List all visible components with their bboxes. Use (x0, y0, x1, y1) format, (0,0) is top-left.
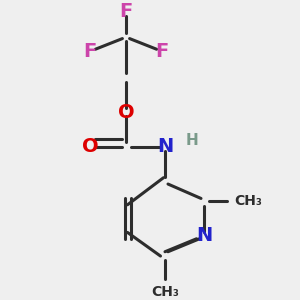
Text: CH₃: CH₃ (234, 194, 262, 208)
Text: H: H (186, 133, 198, 148)
Text: N: N (157, 137, 173, 156)
Text: F: F (155, 42, 169, 61)
Text: O: O (118, 103, 134, 122)
Text: O: O (82, 137, 98, 156)
Text: CH₃: CH₃ (151, 285, 179, 299)
Text: F: F (119, 2, 133, 21)
Text: F: F (83, 42, 97, 61)
Text: N: N (196, 226, 212, 245)
